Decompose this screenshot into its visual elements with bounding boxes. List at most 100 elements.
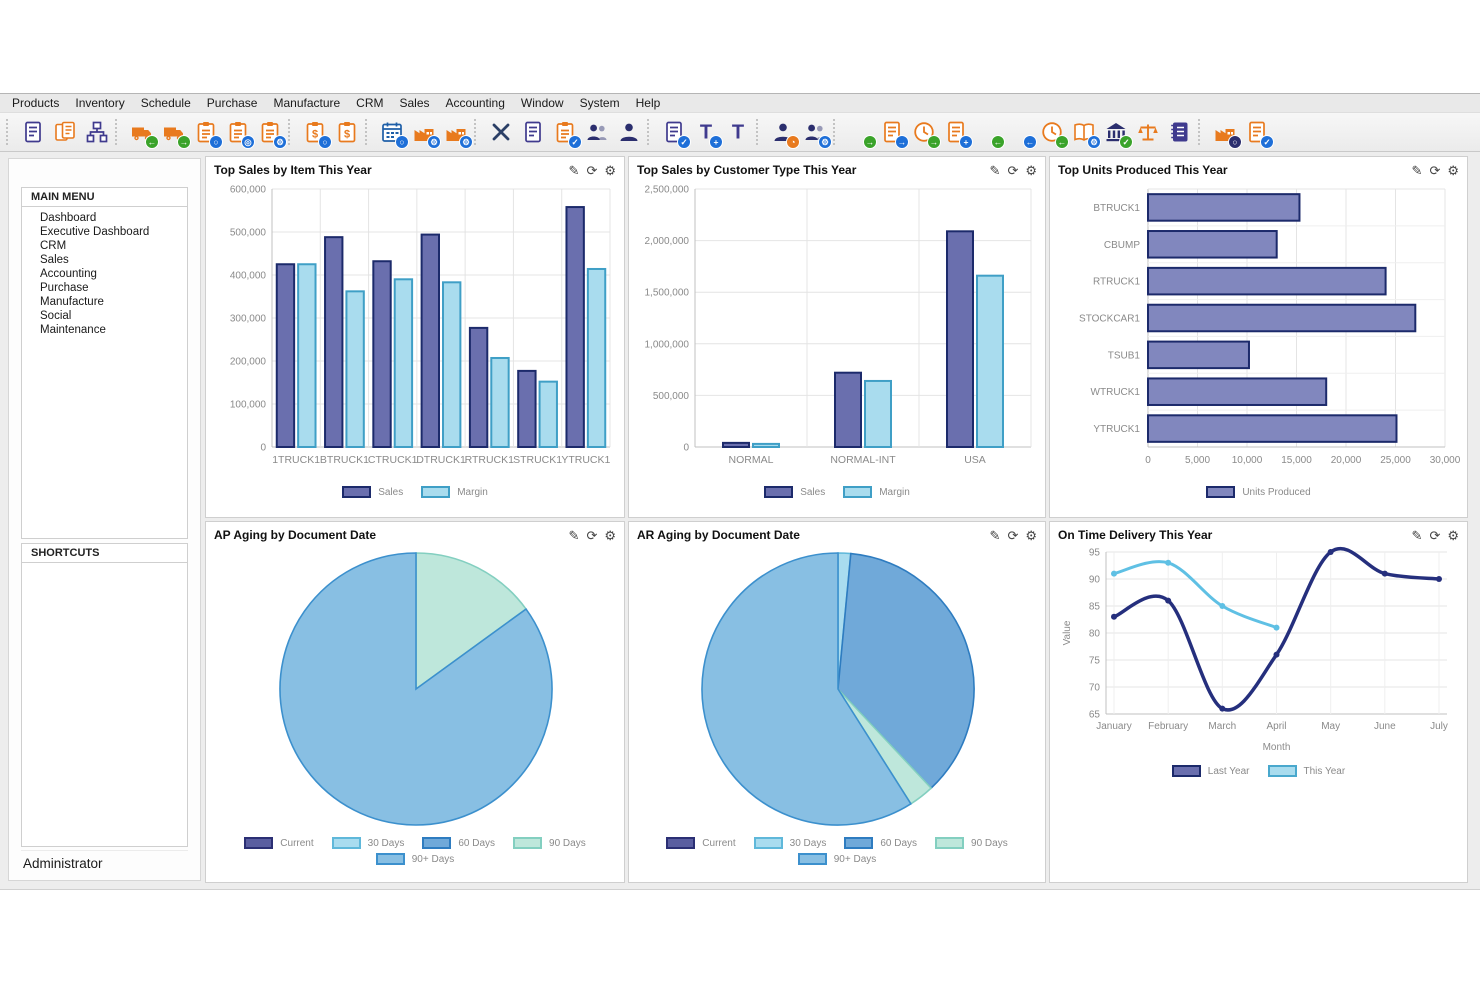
edit-icon[interactable]: ✎	[1411, 527, 1423, 543]
work-center-icon-badge: ⚙	[460, 136, 472, 148]
panel-title: Top Sales by Customer Type This Year	[637, 163, 857, 177]
ap-aging-clock-icon[interactable]: →	[909, 117, 940, 148]
todo-check-icon[interactable]: ✓	[550, 117, 581, 148]
menu-item-purchase[interactable]: Purchase	[206, 96, 258, 110]
sidebar-item-crm[interactable]: CRM	[40, 240, 67, 252]
time-entry-icon[interactable]: +	[691, 117, 722, 148]
bom-icon[interactable]	[82, 117, 112, 147]
refresh-icon[interactable]: ⟳	[1429, 162, 1441, 178]
receivables-icon[interactable]: ←	[973, 117, 1004, 148]
check-run-icon-badge: +	[960, 136, 972, 148]
menu-item-manufacture[interactable]: Manufacture	[273, 96, 341, 110]
settings-icon[interactable]: ⚙	[1447, 162, 1459, 178]
panel-on-time-delivery-this-year: On Time Delivery This Year ✎ ⟳ ⚙ 65 70 75 80 85 9…	[1049, 521, 1468, 883]
contacts-icon[interactable]	[582, 117, 612, 147]
menu-item-accounting[interactable]: Accounting	[445, 96, 505, 110]
edit-icon[interactable]: ✎	[568, 162, 580, 178]
refresh-icon[interactable]: ⟳	[1007, 527, 1019, 543]
legend-swatch	[331, 837, 361, 849]
bank-rec-icon[interactable]: ✓	[1101, 117, 1132, 148]
schedule-search-icon[interactable]: ○	[377, 117, 408, 148]
edit-icon[interactable]: ✎	[1411, 162, 1423, 178]
item-list-icon[interactable]	[50, 117, 80, 147]
quote-search-icon[interactable]: ○	[300, 117, 331, 148]
quote-search-icon-badge: ○	[319, 136, 331, 148]
menu-item-window[interactable]: Window	[520, 96, 564, 110]
order-locate-icon[interactable]: ◎	[223, 117, 254, 148]
legend-item-current: Current	[244, 837, 314, 849]
refresh-icon[interactable]: ⟳	[586, 527, 598, 543]
maintenance-tools-icon[interactable]	[486, 117, 516, 147]
menu-item-inventory[interactable]: Inventory	[75, 96, 125, 110]
credit-memo-icon[interactable]: ←	[1005, 117, 1036, 148]
journal-icon[interactable]	[1165, 117, 1195, 147]
edit-icon[interactable]: ✎	[989, 527, 1001, 543]
svg-text:5,000: 5,000	[1185, 455, 1210, 466]
svg-text:85: 85	[1089, 602, 1101, 613]
work-center-icon[interactable]: ⚙	[441, 117, 472, 148]
sidebar-item-purchase[interactable]: Purchase	[40, 282, 89, 294]
legend-item-90-days: 90 Days	[935, 837, 1008, 849]
refresh-icon[interactable]: ⟳	[1429, 527, 1441, 543]
site-search-icon[interactable]: ○	[1210, 117, 1241, 148]
ship-truck-icon-badge: →	[178, 136, 190, 148]
edit-icon[interactable]: ✎	[568, 527, 580, 543]
menu-item-products[interactable]: Products	[12, 96, 60, 110]
menu-item-system[interactable]: System	[579, 96, 620, 110]
attendance-clock-icon[interactable]: ◔	[768, 117, 799, 148]
settings-icon[interactable]: ⚙	[1447, 527, 1459, 543]
check-run-icon[interactable]: +	[941, 117, 972, 148]
settings-icon[interactable]: ⚙	[1025, 162, 1037, 178]
refresh-icon[interactable]: ⟳	[1007, 162, 1019, 178]
project-check-icon[interactable]: ✓	[659, 117, 690, 148]
sidebar-item-dashboard[interactable]: Dashboard	[40, 212, 97, 224]
voucher-icon[interactable]: →	[877, 117, 908, 148]
menu-item-crm[interactable]: CRM	[356, 96, 384, 110]
order-settings-icon[interactable]: ⚙	[255, 117, 286, 148]
invoice-icon[interactable]	[332, 117, 362, 147]
chart-legend: Last Year This Year	[1058, 765, 1459, 777]
receive-truck-icon[interactable]: ←	[127, 117, 158, 148]
account-icon[interactable]	[614, 117, 644, 147]
timesheet-icon[interactable]	[723, 117, 753, 147]
employees-gear-icon[interactable]: ⚙	[800, 117, 831, 148]
ar-aging-clock-icon[interactable]: ←	[1037, 117, 1068, 148]
order-search-icon[interactable]: ○	[191, 117, 222, 148]
toolbar-separator	[6, 119, 13, 145]
reports-check-icon[interactable]: ✓	[1242, 117, 1273, 148]
main-menu-list: Dashboard Executive Dashboard CRM Sales Acco…	[22, 207, 187, 538]
shortcuts-group: SHORTCUTS	[21, 543, 188, 847]
ship-truck-icon[interactable]: →	[159, 117, 190, 148]
panel-body: Current 30 Days 60 Days 90 Days 90+ Days	[206, 544, 624, 865]
sidebar-item-accounting[interactable]: Accounting	[40, 268, 97, 280]
ledger-gear-icon[interactable]: ⚙	[1069, 117, 1100, 148]
settings-icon[interactable]: ⚙	[604, 162, 616, 178]
sidebar-item-social[interactable]: Social	[40, 310, 72, 322]
svg-text:DTRUCK1: DTRUCK1	[416, 454, 466, 466]
svg-text:USA: USA	[964, 454, 986, 466]
edit-icon[interactable]: ✎	[989, 162, 1001, 178]
task-list-icon[interactable]	[518, 117, 548, 147]
menu-item-help[interactable]: Help	[635, 96, 661, 110]
panel-top-sales-by-item-this-year: Top Sales by Item This Year ✎ ⟳ ⚙ 0 100,000 20…	[205, 156, 625, 518]
legend-item-60-days: 60 Days	[844, 837, 917, 849]
svg-text:July: July	[1430, 721, 1448, 732]
work-order-icon[interactable]: ⚙	[409, 117, 440, 148]
legend-label: 30 Days	[367, 837, 405, 849]
sidebar-item-manufacture[interactable]: Manufacture	[40, 296, 104, 308]
menu-item-sales[interactable]: Sales	[399, 96, 430, 110]
sidebar-item-executive-dashboard[interactable]: Executive Dashboard	[40, 226, 150, 238]
settings-icon[interactable]: ⚙	[604, 527, 616, 543]
payables-icon[interactable]: →	[845, 117, 876, 148]
panel-ap-aging-by-document-date: AP Aging by Document Date ✎ ⟳ ⚙ Current 30 Da…	[205, 521, 625, 883]
items-icon[interactable]	[18, 117, 48, 147]
pie-slice-90-days	[415, 552, 528, 691]
svg-text:20,000: 20,000	[1331, 455, 1362, 466]
menu-item-schedule[interactable]: Schedule	[140, 96, 191, 110]
refresh-icon[interactable]: ⟳	[586, 162, 598, 178]
trial-balance-icon[interactable]	[1133, 117, 1163, 147]
sidebar-item-maintenance[interactable]: Maintenance	[40, 324, 106, 336]
legend-label: 90+ Days	[833, 853, 877, 865]
settings-icon[interactable]: ⚙	[1025, 527, 1037, 543]
sidebar-item-sales[interactable]: Sales	[40, 254, 69, 266]
